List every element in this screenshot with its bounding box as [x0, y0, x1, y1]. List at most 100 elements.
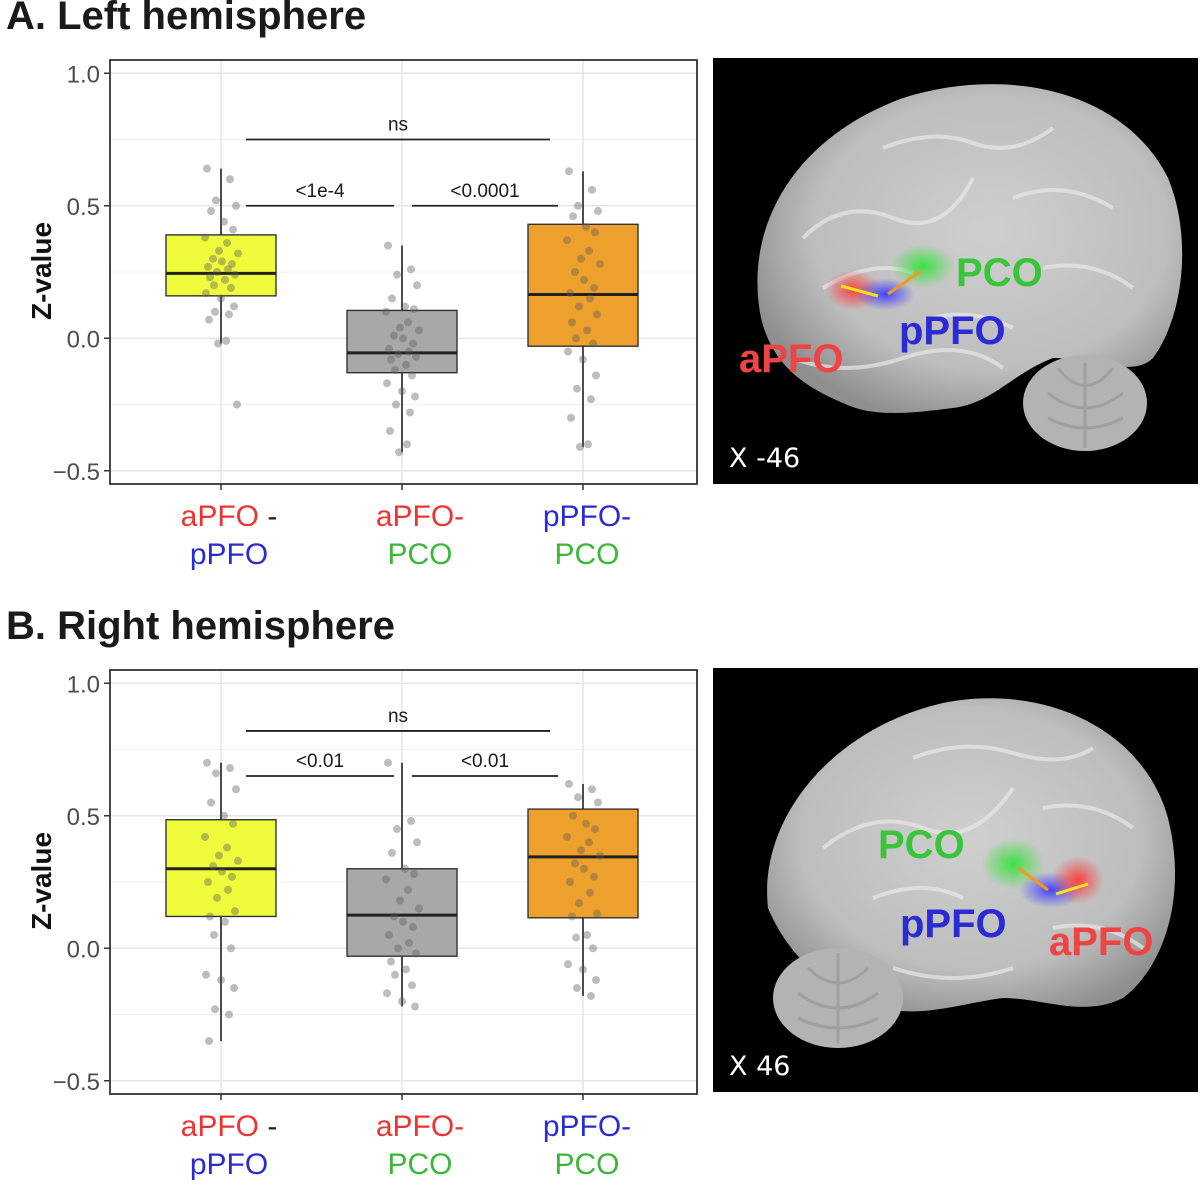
data-point [585, 838, 593, 847]
roi-label-ppfo: pPFO [899, 309, 1006, 353]
data-point [583, 326, 591, 335]
data-point [566, 289, 574, 298]
x-label-0: aPFO - pPFO [129, 1108, 329, 1184]
data-point [568, 912, 576, 921]
data-point [382, 875, 390, 884]
data-point [594, 798, 602, 807]
panel-right-hemisphere: B. Right hemisphere Z-value 1.0 0.5 0.0 −0.… [0, 604, 1200, 1202]
data-point [385, 344, 393, 353]
data-point [218, 867, 226, 876]
data-point [202, 970, 210, 979]
boxplot-left: 1.0 0.5 0.0 −0.5 ns <1e-4 <0.0001 [53, 59, 698, 490]
data-point [209, 862, 217, 871]
data-point [565, 167, 573, 176]
box [346, 868, 458, 957]
data-point [583, 931, 591, 939]
data-point [407, 817, 415, 826]
data-point [213, 268, 221, 276]
x-label-2-bottom: PCO [554, 1148, 620, 1181]
data-point [592, 371, 600, 380]
data-point [596, 851, 604, 860]
x-label-0: aPFO - pPFO [129, 498, 329, 574]
y-tick-label: 0.0 [67, 326, 100, 353]
data-point [406, 408, 414, 417]
x-label-2-top: pPFO [542, 500, 622, 533]
data-point [572, 334, 580, 343]
data-point [206, 912, 214, 921]
data-point [387, 355, 395, 364]
data-point [218, 257, 226, 266]
connection-arrow-yellow [840, 284, 879, 298]
data-point [579, 355, 587, 364]
data-point [582, 222, 590, 231]
data-point [396, 896, 404, 905]
data-point [391, 970, 399, 979]
data-point [232, 785, 240, 794]
data-point [228, 260, 236, 269]
data-point [211, 307, 219, 316]
data-point [217, 294, 225, 303]
brain-image-right: PCO pPFO aPFO [767, 698, 1176, 1048]
box [527, 808, 639, 919]
data-point [415, 326, 423, 335]
panel-left-hemisphere: A. Left hemisphere Z-value 1.0 0.5 0.0 −0.5… [0, 0, 1200, 592]
x-label-2: pPFO- PCO [487, 1108, 687, 1184]
data-point [569, 212, 577, 221]
x-label-1-sep: - [454, 1110, 465, 1143]
data-point [587, 991, 595, 1000]
x-label-0-top: aPFO [180, 1110, 260, 1143]
data-point [569, 811, 577, 820]
data-point [586, 888, 594, 897]
data-point [215, 246, 223, 255]
data-point [588, 185, 596, 194]
x-label-2-sep: - [621, 500, 632, 533]
data-point [410, 305, 418, 314]
data-point [413, 838, 421, 847]
data-point [402, 965, 410, 974]
data-point [415, 904, 423, 913]
data-point [564, 960, 572, 969]
data-point [590, 283, 598, 292]
plot-border [109, 59, 698, 485]
data-point [233, 400, 241, 409]
data-point [212, 196, 220, 205]
x-label-1-bottom: PCO [387, 1148, 453, 1181]
significance-label: <0.01 [461, 751, 509, 772]
data-point [213, 893, 221, 902]
data-point [388, 848, 396, 857]
data-point [231, 907, 239, 916]
x-label-0-sep: - [259, 1110, 278, 1143]
connection-arrow-yellow [1055, 882, 1089, 896]
data-point [221, 917, 229, 926]
data-point [396, 323, 404, 332]
x-label-1: aPFO- PCO [320, 498, 520, 574]
data-point [227, 944, 235, 953]
data-point [411, 1002, 419, 1011]
data-point [589, 339, 597, 348]
y-tick-label: 0.5 [67, 804, 100, 831]
data-point [405, 938, 413, 947]
data-point [203, 758, 211, 767]
data-point [577, 846, 585, 855]
x-label-1-top: aPFO [375, 500, 455, 533]
data-point [211, 1005, 219, 1014]
data-point [573, 984, 581, 992]
panel-title: A. Left hemisphere [6, 0, 367, 38]
data-point [232, 201, 240, 210]
significance-label: <0.01 [296, 751, 344, 772]
box [346, 309, 458, 374]
x-label-0-bottom: pPFO [189, 538, 269, 571]
data-point [230, 302, 238, 311]
data-point [411, 392, 419, 401]
data-point [574, 201, 582, 210]
roi-label-pco: PCO [878, 823, 965, 867]
data-point [205, 1037, 213, 1045]
x-label-1: aPFO- PCO [320, 1108, 520, 1184]
data-point [204, 878, 212, 886]
brain-slice-right: PCO pPFO aPFO X 46 [713, 668, 1198, 1092]
data-point [589, 944, 597, 953]
data-point [399, 334, 407, 343]
data-point [226, 175, 234, 184]
roi-label-ppfo: pPFO [900, 902, 1007, 946]
data-point [582, 819, 590, 828]
